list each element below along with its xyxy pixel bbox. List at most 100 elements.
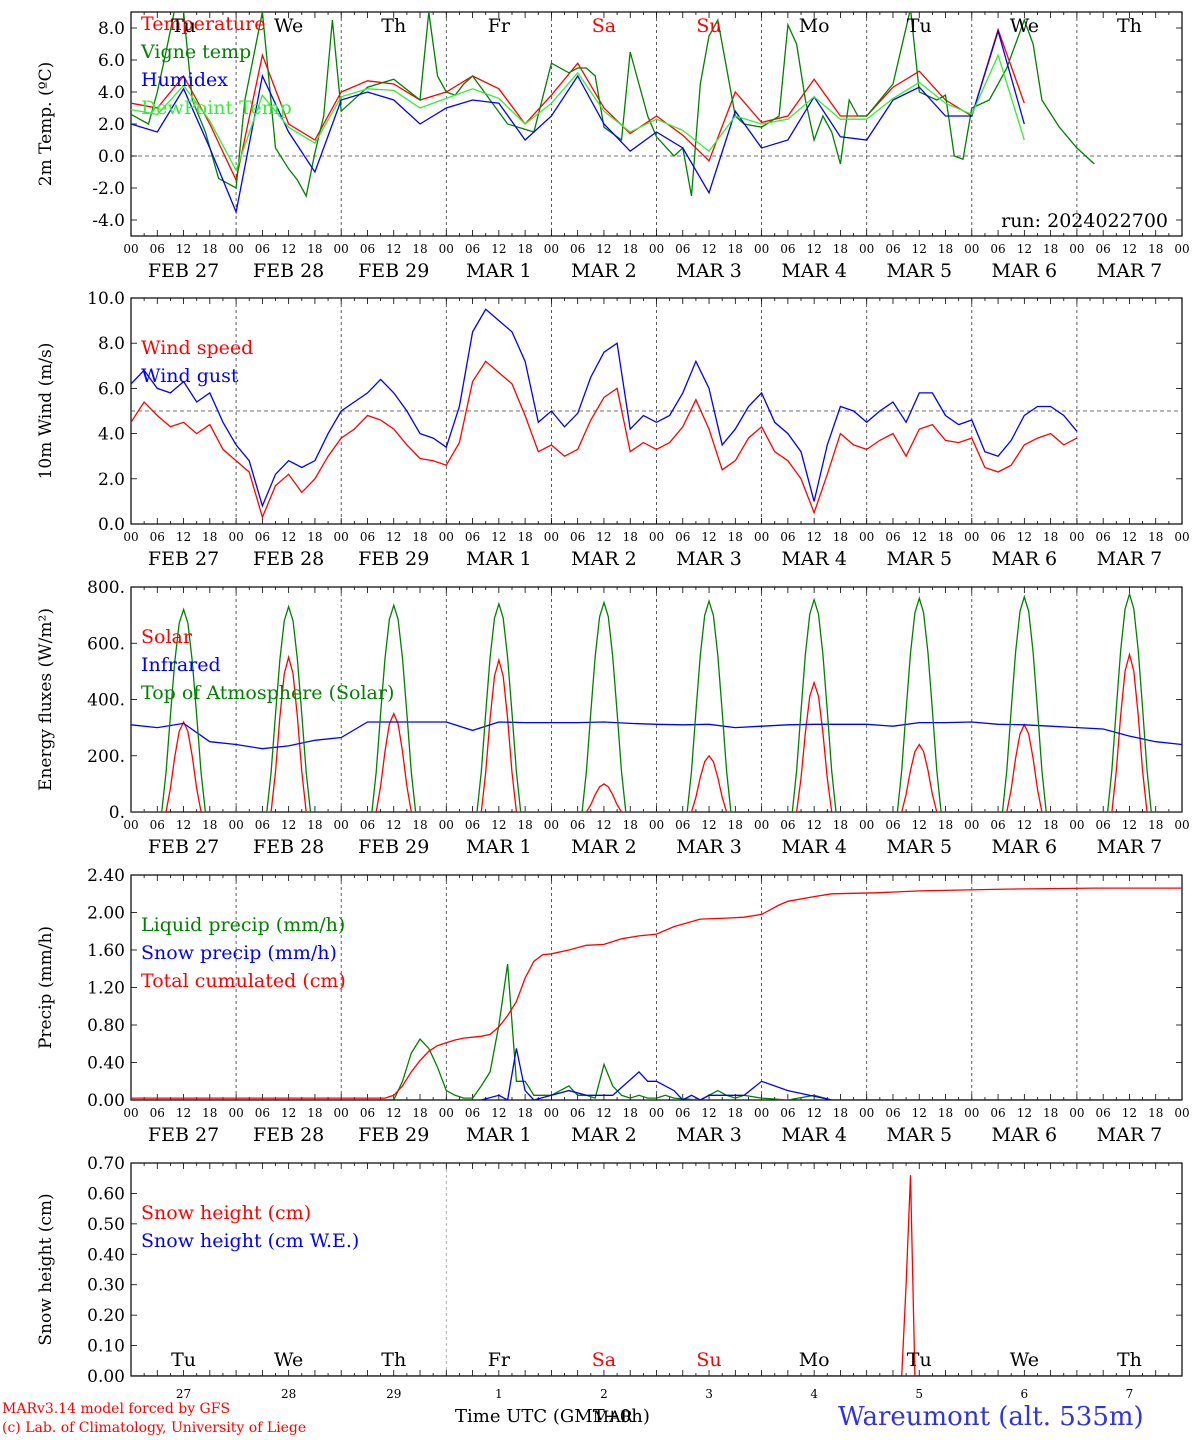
x-tick-label: 06 xyxy=(885,530,900,544)
legend-entry: Liquid precip (mm/h) xyxy=(141,914,345,936)
x-tick-label: 06 xyxy=(465,818,480,832)
x-tick-label: 06 xyxy=(465,242,480,256)
legend-entry: Wind gust xyxy=(141,365,239,387)
series-group xyxy=(131,308,1078,520)
date-label: MAR 5 xyxy=(886,260,952,282)
day-name-top: Su xyxy=(696,15,721,37)
legend-entry: Snow height (cm W.E.) xyxy=(141,1230,359,1252)
x-tick-label: 06 xyxy=(1096,1106,1111,1120)
x-tick-label: 12 xyxy=(807,1106,822,1120)
y-tick-label: 0.60 xyxy=(87,1184,125,1204)
x-tick-label: 00 xyxy=(544,530,559,544)
date-label: MAR 2 xyxy=(571,1124,637,1146)
x-tick-label: 18 xyxy=(1043,530,1058,544)
y-tick-label: 0.70 xyxy=(87,1154,125,1174)
date-label: MAR 4 xyxy=(781,1124,847,1146)
day-name-bottom: Su xyxy=(696,1349,721,1371)
day-name-top: Tu xyxy=(907,15,932,37)
date-label: MAR 7 xyxy=(1097,548,1163,570)
x-tick-label: 18 xyxy=(412,1106,427,1120)
x-tick-label: 12 xyxy=(701,530,716,544)
x-tick-label: 06 xyxy=(675,530,690,544)
series-line-snow-height-cm- xyxy=(131,1175,1182,1376)
x-tick-label: 18 xyxy=(623,530,638,544)
legend-entry: Top of Atmosphere (Solar) xyxy=(141,682,394,704)
x-tick-label: 00 xyxy=(859,242,874,256)
date-label: MAR 3 xyxy=(676,260,742,282)
x-tick-label: 12 xyxy=(807,818,822,832)
x-tick-label: 06 xyxy=(885,818,900,832)
day-name-bottom: Mo xyxy=(799,1349,830,1371)
x-tick-label: 18 xyxy=(728,530,743,544)
x-tick-label: 06 xyxy=(360,530,375,544)
y-tick-label: 0.0 xyxy=(98,515,125,535)
series-line-dewpoint-temp xyxy=(131,53,1025,173)
day-number: 5 xyxy=(915,1387,923,1401)
month-label: MAR xyxy=(593,1407,634,1426)
x-tick-label: 00 xyxy=(439,818,454,832)
panel-frame-4 xyxy=(130,1162,1183,1377)
x-tick-label: 06 xyxy=(885,242,900,256)
x-tick-label: 12 xyxy=(596,530,611,544)
x-tick-label: 00 xyxy=(334,1106,349,1120)
x-tick-label: 18 xyxy=(517,242,532,256)
series-line-top-of-atmosphere-solar- xyxy=(131,591,1182,812)
x-tick-label: 06 xyxy=(255,1106,270,1120)
date-label: MAR 5 xyxy=(886,548,952,570)
legend-entry: Snow precip (mm/h) xyxy=(141,942,337,964)
x-tick-label: 18 xyxy=(1148,818,1163,832)
x-tick-label: 06 xyxy=(885,1106,900,1120)
x-tick-label: 06 xyxy=(150,530,165,544)
date-label: MAR 1 xyxy=(466,548,532,570)
x-tick-label: 00 xyxy=(964,242,979,256)
date-label: MAR 7 xyxy=(1097,836,1163,858)
x-tick-label: 06 xyxy=(255,530,270,544)
x-tick-label: 18 xyxy=(517,1106,532,1120)
date-label: MAR 1 xyxy=(466,260,532,282)
series-group xyxy=(131,887,1182,1100)
day-name-bottom: Th xyxy=(1117,1349,1142,1371)
footer-xlabel: Time UTC (GMT+0h) xyxy=(455,1406,650,1427)
y-axis-label: Precip (mm/h) xyxy=(36,926,56,1049)
day-name-top: Th xyxy=(381,15,406,37)
y-tick-label: 800. xyxy=(87,578,125,598)
x-tick-label: 00 xyxy=(1174,530,1189,544)
x-tick-label: 00 xyxy=(1069,818,1084,832)
series-line-wind-gust xyxy=(131,308,1078,508)
x-tick-label: 00 xyxy=(649,818,664,832)
date-label: MAR 6 xyxy=(992,1124,1058,1146)
legend-entry: Temperature xyxy=(141,13,265,35)
x-tick-label: 00 xyxy=(544,1106,559,1120)
date-label: FEB 29 xyxy=(358,1124,429,1146)
x-tick-label: 00 xyxy=(1069,242,1084,256)
series-line-total-cumulated-cm- xyxy=(131,887,1182,1099)
day-name-bottom: We xyxy=(1010,1349,1039,1371)
date-label: MAR 5 xyxy=(886,836,952,858)
x-tick-label: 06 xyxy=(675,818,690,832)
x-tick-label: 00 xyxy=(334,242,349,256)
x-tick-label: 00 xyxy=(228,818,243,832)
x-tick-label: 06 xyxy=(360,242,375,256)
x-tick-label: 18 xyxy=(728,242,743,256)
run-label: run: 2024022700 xyxy=(1001,210,1168,232)
date-label: FEB 28 xyxy=(253,548,324,570)
y-tick-label: 0.0 xyxy=(98,147,125,167)
x-tick-label: 12 xyxy=(176,1106,191,1120)
x-tick-label: 18 xyxy=(938,818,953,832)
day-name-bottom: Fr xyxy=(488,1349,511,1371)
series-group xyxy=(131,591,1182,812)
x-tick-label: 06 xyxy=(570,530,585,544)
x-tick-label: 12 xyxy=(912,818,927,832)
x-tick-label: 00 xyxy=(439,242,454,256)
x-tick-label: 00 xyxy=(544,818,559,832)
x-tick-label: 00 xyxy=(123,530,138,544)
x-tick-label: 00 xyxy=(228,242,243,256)
date-label: MAR 2 xyxy=(571,260,637,282)
x-tick-label: 00 xyxy=(754,818,769,832)
day-name-bottom: Tu xyxy=(171,1349,196,1371)
date-label: FEB 28 xyxy=(253,836,324,858)
x-tick-label: 12 xyxy=(176,530,191,544)
date-label: FEB 29 xyxy=(358,548,429,570)
x-tick-label: 06 xyxy=(675,1106,690,1120)
